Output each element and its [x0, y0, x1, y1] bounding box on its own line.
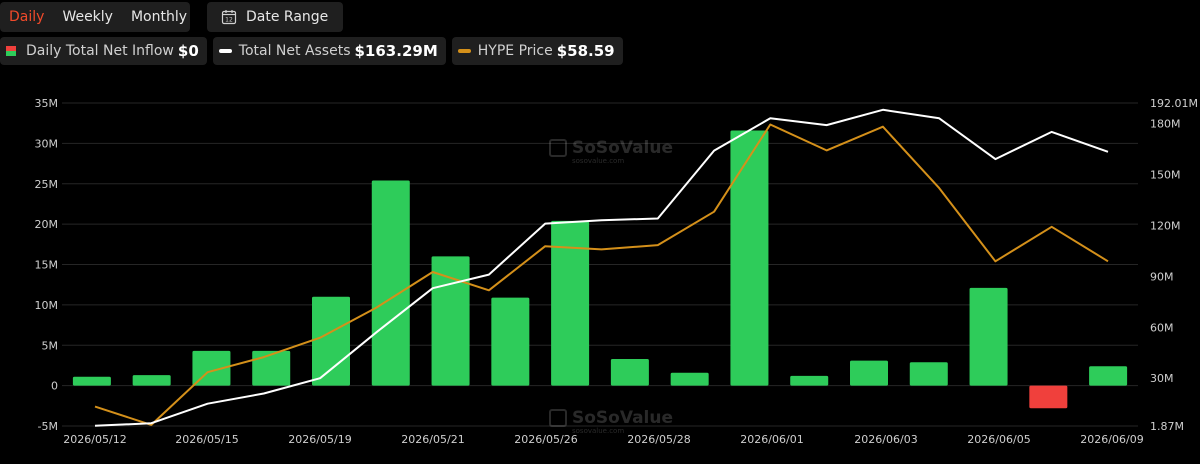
inflow-bar [850, 360, 888, 386]
legend-total-net-assets-value: $163.29M [354, 42, 438, 60]
calendar-icon: 12 [221, 10, 237, 25]
x-axis-tick-label: 2026/06/03 [854, 433, 917, 446]
legend-total-net-assets-label: Total Net Assets [238, 43, 351, 59]
left-axis-tick-label: 5M [42, 339, 59, 352]
tab-daily[interactable]: Daily [9, 9, 45, 25]
inflow-bar [909, 362, 948, 386]
left-axis-tick-label: 10M [35, 299, 59, 312]
total-net-assets-line [94, 108, 1109, 427]
right-axis-tick-label: 150M [1150, 168, 1181, 181]
left-axis-tick-label: 0 [51, 380, 58, 393]
legend-item-hype-price[interactable]: HYPE Price $58.59 [451, 37, 623, 65]
legend-item-net-inflow[interactable]: Daily Total Net Inflow $0 [0, 37, 207, 65]
x-axis-tick-label: 2026/06/05 [967, 433, 1030, 446]
inflow-bar [1029, 385, 1068, 409]
inflow-bar [312, 296, 350, 386]
total-net-assets-swatch [218, 49, 232, 53]
x-axis-tick-label: 2026/05/28 [627, 433, 690, 446]
left-axis-tick-label: 25M [35, 178, 59, 191]
left-axis-tick-label: 30M [35, 137, 59, 150]
inflow-bar [790, 375, 829, 386]
svg-text:12: 12 [225, 17, 233, 24]
legend-net-inflow-value: $0 [177, 42, 199, 60]
left-axis-tick-label: 35M [35, 97, 59, 110]
watermark-subtext: sosovalue.com [572, 427, 624, 435]
watermark-text: SoSoValue [572, 138, 673, 158]
tab-monthly[interactable]: Monthly [130, 9, 188, 25]
inflow-bar [969, 287, 1008, 386]
inflow-bar [1089, 366, 1128, 386]
x-axis-tick-label: 2026/06/01 [740, 433, 803, 446]
inflow-bar [610, 358, 649, 386]
left-axis-tick-label: 20M [35, 218, 59, 231]
right-axis-tick-label: 30M [1150, 372, 1174, 385]
x-axis-tick-label: 2026/06/09 [1080, 433, 1143, 446]
watermark-cube-icon [549, 409, 567, 427]
legend-item-total-net-assets[interactable]: Total Net Assets $163.29M [212, 37, 446, 65]
x-axis-tick-label: 2026/05/12 [63, 433, 126, 446]
x-axis-tick-label: 2026/05/19 [288, 433, 351, 446]
inflow-bar [132, 375, 171, 386]
right-axis-tick-label: 1.87M [1150, 420, 1184, 433]
chart-legend: Daily Total Net Inflow $0 Total Net Asse… [0, 37, 623, 65]
left-axis-tick-label: -5M [38, 420, 58, 433]
date-range-button[interactable]: 12 Date Range [207, 2, 343, 32]
x-axis-tick-label: 2026/05/15 [175, 433, 238, 446]
hype-price-line [94, 123, 1109, 426]
x-axis-tick-label: 2026/05/26 [514, 433, 577, 446]
legend-net-inflow-label: Daily Total Net Inflow [26, 43, 174, 59]
legend-hype-price-value: $58.59 [556, 42, 615, 60]
net-inflow-swatch [6, 46, 16, 56]
inflow-bar [670, 372, 709, 386]
right-axis-tick-label: 192.01M [1150, 97, 1198, 110]
right-axis-tick-label: 90M [1150, 270, 1174, 283]
date-range-label: Date Range [246, 9, 329, 25]
inflow-bar [371, 180, 410, 386]
right-axis-tick-label: 180M [1150, 117, 1181, 130]
inflow-bar [252, 350, 291, 386]
right-axis-tick-label: 120M [1150, 219, 1181, 232]
legend-hype-price-label: HYPE Price [477, 43, 553, 59]
right-axis-tick-label: 60M [1150, 321, 1174, 334]
interval-tabs: Daily Weekly Monthly [0, 2, 190, 32]
inflow-bar [491, 297, 530, 386]
left-axis-tick-label: 15M [35, 259, 59, 272]
inflow-bar [72, 376, 111, 386]
inflow-bar [551, 220, 590, 386]
inflow-bar [730, 130, 769, 386]
x-axis-tick-label: 2026/05/21 [401, 433, 464, 446]
hype-price-swatch [457, 49, 471, 53]
watermark-cube-icon [549, 139, 567, 157]
watermark-text: SoSoValue [572, 408, 673, 428]
watermark-subtext: sosovalue.com [572, 157, 624, 165]
tab-weekly[interactable]: Weekly [62, 9, 113, 25]
inflow-bar [431, 256, 470, 386]
